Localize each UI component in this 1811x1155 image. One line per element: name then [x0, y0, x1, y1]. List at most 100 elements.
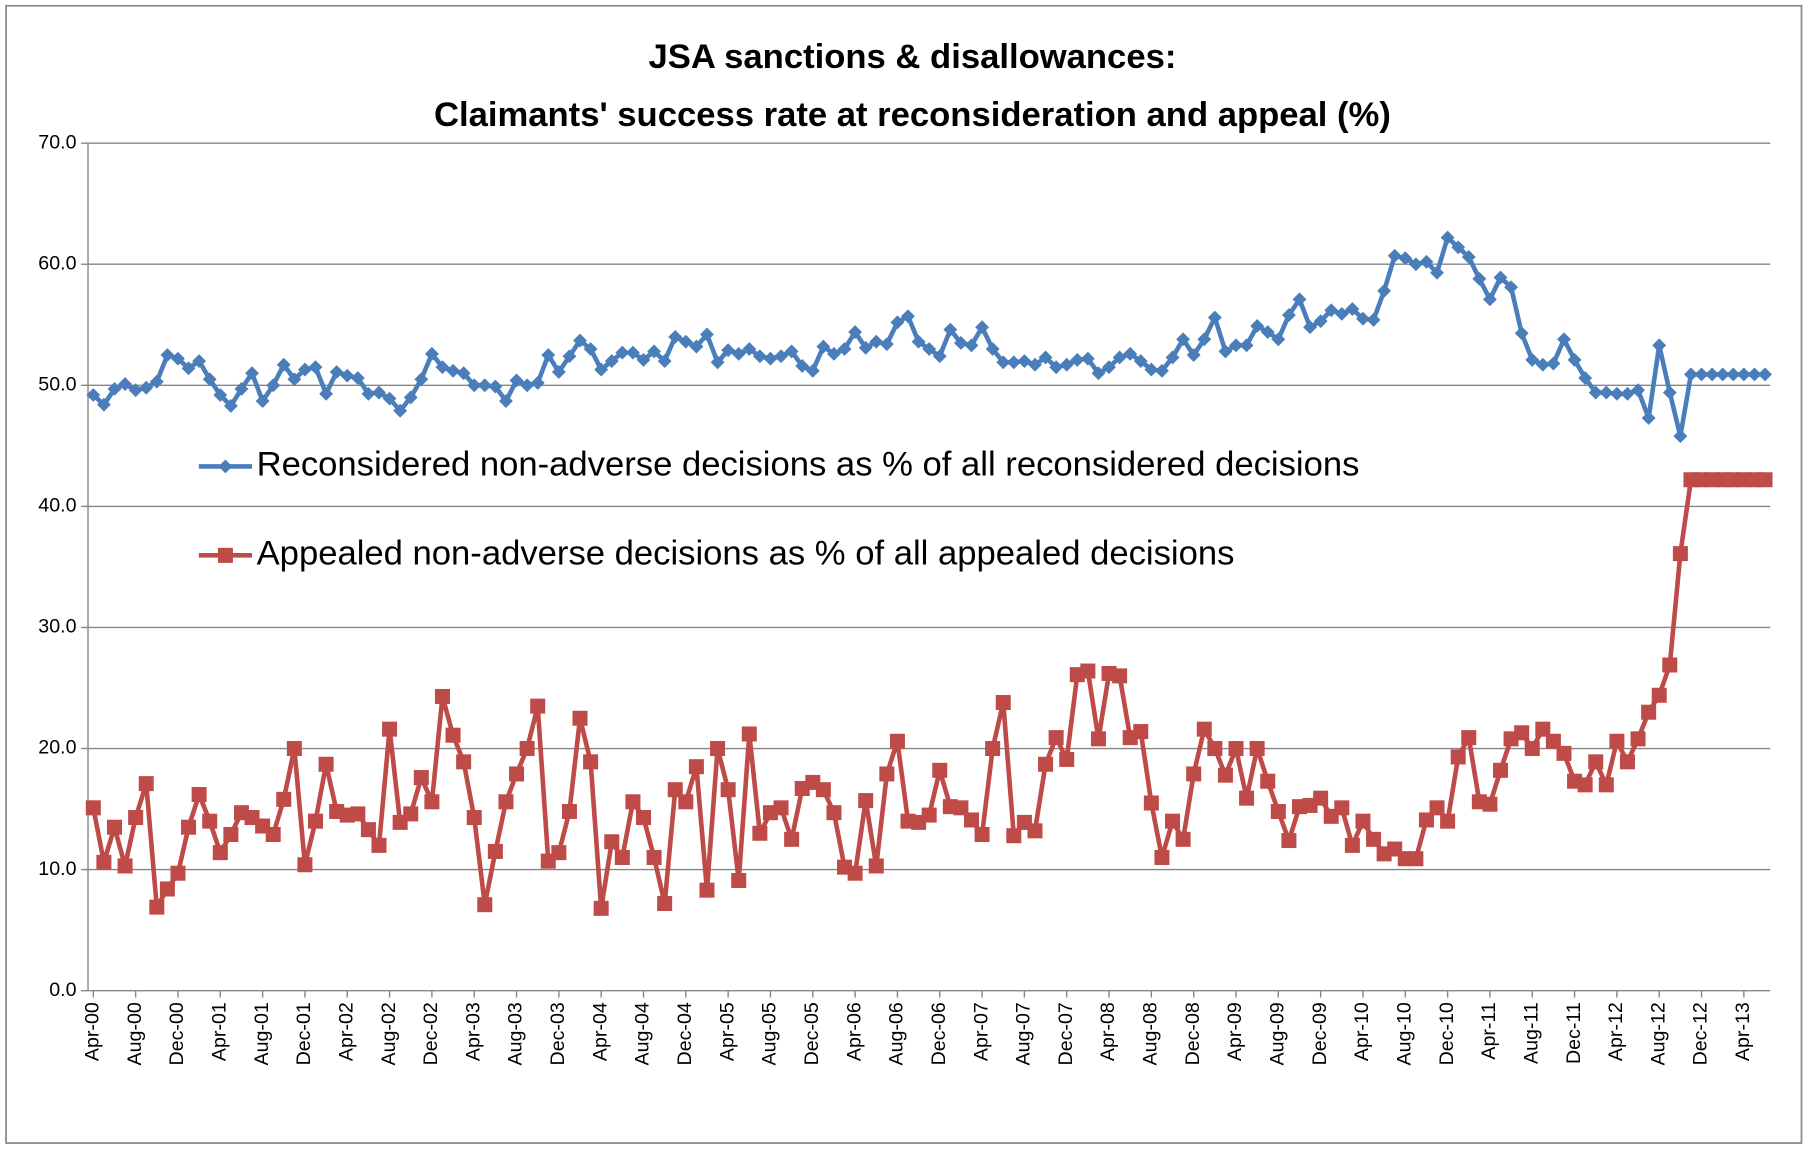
data-point [1482, 796, 1498, 812]
data-point [879, 766, 895, 782]
data-point [1133, 724, 1149, 740]
data-point [741, 726, 757, 742]
data-point [456, 366, 471, 381]
data-point [1344, 837, 1360, 853]
data-point [223, 826, 239, 842]
data-point [848, 325, 863, 339]
data-point [1556, 745, 1572, 761]
data-point [191, 787, 207, 803]
data-point [573, 333, 587, 348]
data-point [911, 334, 926, 349]
x-tick-label: Aug-00 [124, 1002, 146, 1065]
legend-label: Reconsidered non-adverse decisions as % … [257, 446, 1360, 484]
data-point [583, 754, 599, 770]
data-point [308, 360, 323, 375]
x-tick-label: Apr-07 [970, 1002, 992, 1061]
data-point [509, 766, 525, 782]
x-tick-label: Dec-00 [166, 1002, 188, 1065]
x-tick-label: Aug-01 [251, 1002, 273, 1065]
data-point [1418, 812, 1434, 828]
data-point [234, 382, 249, 396]
x-tick-label: Apr-06 [843, 1002, 865, 1061]
data-point [1207, 310, 1222, 325]
data-point [403, 806, 419, 822]
data-point [551, 365, 566, 379]
data-point [700, 327, 714, 342]
x-tick-label: Dec-06 [928, 1002, 950, 1065]
data-point [1292, 292, 1307, 307]
data-point [213, 388, 228, 402]
data-point [890, 315, 905, 330]
data-point [1588, 385, 1603, 400]
x-tick-label: Aug-03 [505, 1002, 527, 1065]
data-point [1155, 363, 1169, 378]
data-point [763, 351, 778, 366]
data-point [181, 361, 196, 376]
data-point [340, 368, 355, 383]
data-point [943, 322, 958, 337]
data-point [710, 355, 725, 370]
data-point [868, 858, 884, 874]
data-point [1207, 741, 1223, 757]
data-point [1651, 687, 1667, 703]
data-point [1356, 311, 1370, 326]
data-point [1631, 383, 1645, 398]
data-point [1281, 833, 1297, 849]
data-point [1641, 411, 1656, 425]
data-point [286, 741, 302, 757]
data-point [837, 342, 852, 356]
y-tick-label: 60.0 [38, 252, 76, 274]
data-point [1440, 813, 1456, 829]
data-point [372, 385, 386, 400]
data-point [276, 791, 292, 807]
data-point [635, 810, 652, 826]
data-point [1504, 280, 1519, 295]
data-point [1493, 270, 1508, 285]
x-tick-label: Dec-04 [674, 1002, 696, 1065]
data-point [604, 354, 619, 369]
data-point [1450, 749, 1466, 765]
data-point [1609, 733, 1625, 749]
data-point [689, 339, 704, 354]
data-point [1598, 777, 1614, 793]
data-point [1366, 313, 1381, 327]
data-point [1028, 357, 1042, 372]
data-point [1483, 292, 1497, 307]
data-point [435, 360, 450, 375]
x-tick-label: Aug-07 [1013, 1002, 1035, 1065]
data-point [530, 375, 545, 390]
data-point [106, 819, 122, 835]
data-point [1144, 362, 1159, 377]
data-point [1239, 790, 1255, 806]
data-point [784, 344, 799, 359]
data-point [1747, 367, 1762, 382]
data-point [1366, 831, 1382, 847]
data-point [1038, 350, 1053, 365]
data-point [964, 338, 979, 353]
data-point [202, 813, 218, 829]
data-point [678, 794, 694, 810]
data-point [1525, 352, 1540, 367]
data-point [678, 334, 693, 349]
data-point [96, 397, 111, 412]
data-point [107, 382, 122, 396]
data-point [318, 756, 334, 772]
x-tick-label: Aug-04 [632, 1002, 654, 1065]
data-point [138, 776, 154, 792]
data-point [815, 782, 831, 798]
data-point [963, 812, 979, 828]
data-point [297, 857, 313, 873]
y-tick-label: 20.0 [38, 737, 76, 759]
data-point [1599, 385, 1614, 400]
data-point [1334, 306, 1349, 321]
data-point [541, 348, 556, 362]
data-point [1757, 472, 1773, 488]
data-point [308, 813, 324, 829]
data-point [149, 374, 164, 389]
data-point [1196, 721, 1212, 737]
data-point [974, 826, 990, 842]
data-point [1133, 354, 1148, 369]
data-point [329, 365, 344, 379]
data-point [996, 355, 1011, 370]
x-tick-label: Aug-06 [886, 1002, 908, 1065]
